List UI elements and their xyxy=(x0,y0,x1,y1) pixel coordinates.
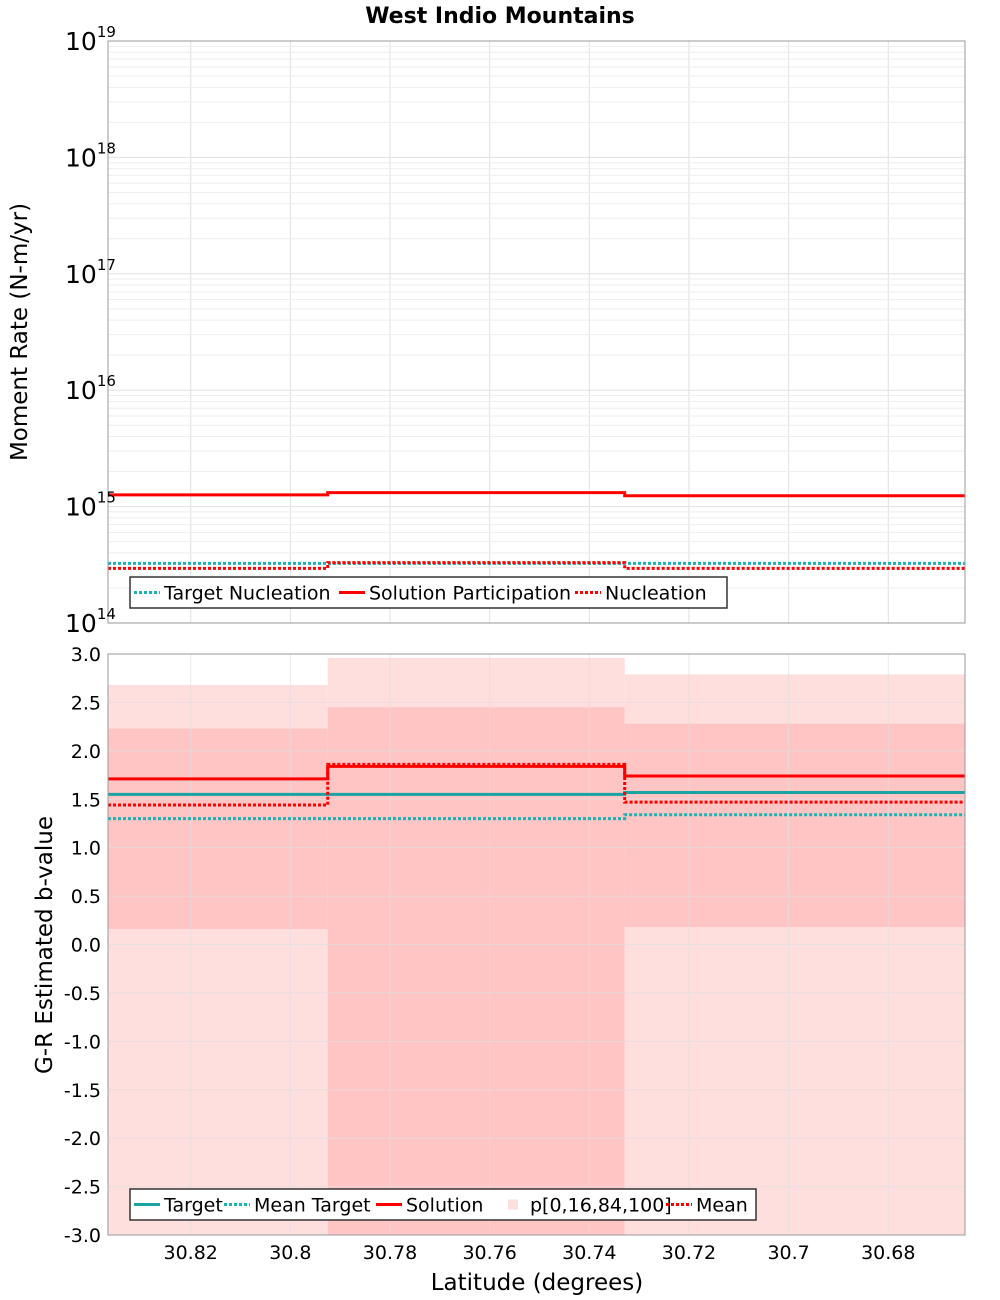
b-value-y-ticks: 3.0 2.5 2.0 1.5 1.0 0.5 0.0 -0.5 -1.0 -1.5 -2.0 -2.… xyxy=(64,644,101,1247)
b-value-y-tick-5: 0.5 xyxy=(71,886,101,908)
chart-title: West Indio Mountains xyxy=(365,4,635,29)
b-value-y-tick-7: -0.5 xyxy=(64,983,101,1005)
moment-rate-series-solution-participation xyxy=(108,491,965,498)
b-value-y-tick-4: 1.0 xyxy=(71,838,101,860)
moment-rate-legend-label-nucleation: Nucleation xyxy=(605,583,707,605)
b-value-legend-label-p-0-16-84-100: p[0,16,84,100] xyxy=(530,1195,672,1217)
moment-rate-frame xyxy=(107,40,966,624)
x-tick-6: 30.7 xyxy=(767,1242,809,1264)
b-value-series-solution xyxy=(108,764,965,781)
b-value-frame xyxy=(107,653,966,1236)
x-axis-label: Latitude (degrees) xyxy=(431,1270,644,1296)
x-tick-7: 30.68 xyxy=(861,1242,915,1264)
moment-rate-y-tick-1: 1015 xyxy=(65,489,116,522)
b-value-y-tick-9: -1.5 xyxy=(64,1080,101,1102)
moment-rate-y-tick-5: 1019 xyxy=(65,23,116,56)
b-value-legend-label-solution: Solution xyxy=(406,1195,483,1217)
band-p16-p84-2 xyxy=(624,723,965,928)
x-tick-0: 30.82 xyxy=(164,1242,218,1264)
b-value-legend: Target Mean Target Solution p[0,16,84,100] M… xyxy=(129,1188,757,1221)
moment-rate-legend-box xyxy=(129,576,728,609)
b-value-y-tick-10: -2.0 xyxy=(64,1128,101,1150)
b-value-y-tick-8: -1.0 xyxy=(64,1031,101,1053)
x-tick-3: 30.76 xyxy=(462,1242,516,1264)
x-tick-5: 30.72 xyxy=(662,1242,716,1264)
moment-rate-legend: Target Nucleation Solution Participation N… xyxy=(129,576,728,609)
band-p16-p84-1 xyxy=(327,707,625,1235)
x-tick-4: 30.74 xyxy=(562,1242,616,1264)
b-value-y-tick-6: 0.0 xyxy=(71,935,101,957)
b-value-y-label: G-R Estimated b-value xyxy=(32,816,58,1074)
b-value-y-tick-11: -2.5 xyxy=(64,1177,101,1199)
x-ticks: 30.82 30.8 30.78 30.76 30.74 30.72 30.7 30.68 xyxy=(164,1242,916,1264)
moment-rate-series xyxy=(108,491,965,570)
moment-rate-y-tick-3: 1017 xyxy=(65,256,116,289)
b-value-legend-label-mean: Mean xyxy=(696,1195,748,1217)
b-value-legend-label-mean-target: Mean Target xyxy=(254,1195,371,1217)
moment-rate-panel: 1014 1015 1016 1017 1018 1019 Moment Rate (N-… xyxy=(7,23,966,638)
moment-rate-y-tick-0: 1014 xyxy=(65,605,116,638)
b-value-legend-swatch-p-0-16-84-100 xyxy=(508,1199,518,1210)
band-p16-p84-0 xyxy=(108,728,328,930)
moment-rate-legend-label-target-nucleation: Target Nucleation xyxy=(163,583,331,605)
b-value-y-tick-0: 3.0 xyxy=(71,644,101,666)
b-value-y-tick-2: 2.0 xyxy=(71,741,101,763)
b-value-y-tick-12: -3.0 xyxy=(64,1225,101,1247)
x-tick-1: 30.8 xyxy=(269,1242,311,1264)
moment-rate-legend-label-solution-participation: Solution Participation xyxy=(369,583,571,605)
moment-rate-y-label: Moment Rate (N-m/yr) xyxy=(7,203,33,461)
moment-rate-grid xyxy=(108,41,965,624)
b-value-series xyxy=(108,762,965,821)
moment-rate-y-ticks: 1014 1015 1016 1017 1018 1019 xyxy=(65,23,116,638)
b-value-panel: 3.0 2.5 2.0 1.5 1.0 0.5 0.0 -0.5 -1.0 -1.5 -2.0 -2.… xyxy=(32,644,966,1296)
moment-rate-y-tick-4: 1018 xyxy=(65,139,116,172)
b-value-series-mean xyxy=(108,762,965,807)
x-tick-2: 30.78 xyxy=(363,1242,417,1264)
percentile-bands xyxy=(108,657,965,1235)
b-value-y-tick-3: 1.5 xyxy=(71,789,101,811)
moment-rate-y-tick-2: 1016 xyxy=(65,372,116,405)
b-value-legend-label-target: Target xyxy=(163,1195,223,1217)
b-value-series-mean-target xyxy=(108,813,965,821)
b-value-y-tick-1: 2.5 xyxy=(71,692,101,714)
